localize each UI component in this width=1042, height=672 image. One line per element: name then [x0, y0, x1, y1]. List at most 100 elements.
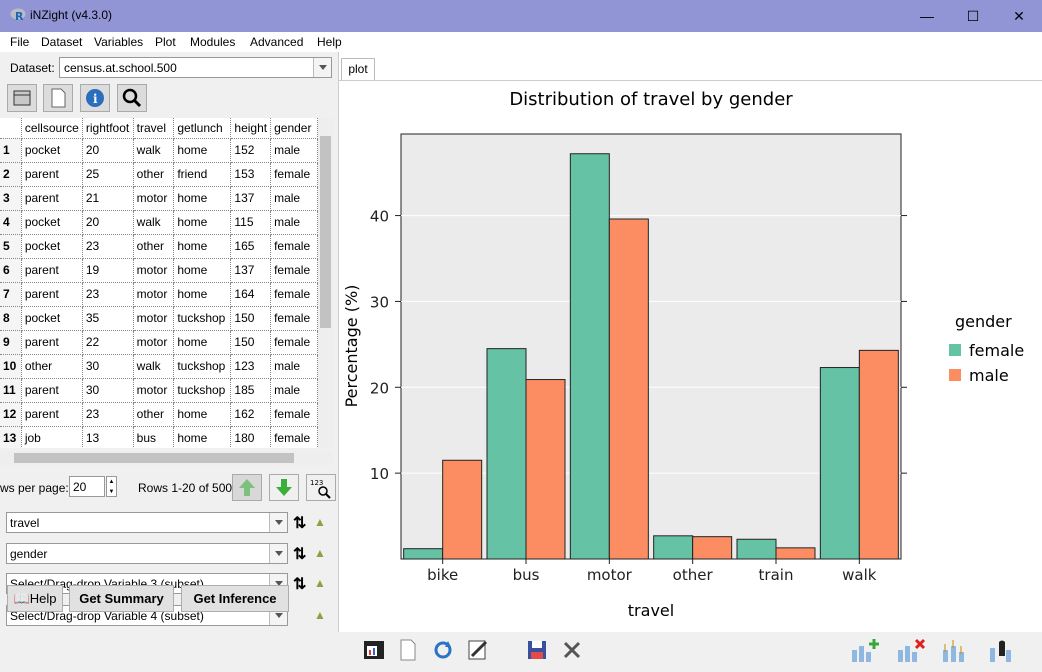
table-cell[interactable]: 180 — [230, 426, 272, 448]
table-cell[interactable]: 23 — [82, 282, 134, 307]
table-cell[interactable]: pocket — [21, 234, 83, 259]
rows-per-page-input[interactable]: 20 — [69, 476, 105, 497]
table-cell[interactable]: 150 — [230, 330, 272, 355]
data-view-button[interactable] — [7, 84, 37, 112]
table-cell[interactable]: 25 — [82, 162, 134, 187]
table-row[interactable]: 8 pocket 35 motor tuckshop 150 female — [0, 306, 318, 331]
close-button[interactable]: ✕ — [1013, 8, 1025, 24]
menu-variables[interactable]: Variables — [94, 35, 144, 49]
table-cell[interactable]: parent — [21, 282, 83, 307]
interactive-plot-icon[interactable] — [988, 638, 1018, 662]
table-cell[interactable]: 21 — [82, 186, 134, 211]
clear-variable-icon[interactable]: ▲ — [314, 515, 326, 529]
table-cell[interactable]: home — [173, 210, 232, 235]
remove-from-plot-icon[interactable] — [896, 638, 926, 662]
get-summary-button[interactable]: Get Summary — [69, 585, 174, 612]
table-cell[interactable]: walk — [133, 354, 175, 379]
table-row[interactable]: 6 parent 19 motor home 137 female — [0, 258, 318, 283]
table-cell[interactable]: tuckshop — [173, 306, 232, 331]
search-button[interactable] — [117, 84, 147, 112]
table-cell[interactable]: other — [133, 162, 175, 187]
minimize-button[interactable]: — — [920, 8, 934, 24]
table-cell[interactable]: male — [270, 210, 318, 235]
column-header[interactable]: cellsource — [21, 118, 83, 139]
table-cell[interactable]: pocket — [21, 306, 83, 331]
table-row[interactable]: 7 parent 23 motor home 164 female — [0, 282, 318, 307]
table-cell[interactable]: motor — [133, 282, 175, 307]
chevron-down-icon[interactable] — [269, 513, 287, 532]
table-cell[interactable]: 30 — [82, 378, 134, 403]
table-row[interactable]: 12 parent 23 other home 162 female — [0, 402, 318, 427]
data-table[interactable]: cellsource rightfoot travel getlunch hei… — [0, 118, 318, 448]
table-cell[interactable]: male — [270, 186, 318, 211]
table-cell[interactable]: home — [173, 138, 232, 163]
chevron-down-icon[interactable] — [269, 544, 287, 563]
table-cell[interactable]: motor — [133, 330, 175, 355]
add-to-plot-icon[interactable] — [850, 638, 880, 662]
table-cell[interactable]: 19 — [82, 258, 134, 283]
variable-view-button[interactable] — [43, 84, 73, 112]
table-cell[interactable]: friend — [173, 162, 232, 187]
table-row[interactable]: 1 pocket 20 walk home 152 male — [0, 138, 318, 163]
edit-plot-icon[interactable] — [466, 638, 490, 662]
vertical-scrollbar[interactable] — [318, 118, 333, 448]
table-cell[interactable]: home — [173, 402, 232, 427]
column-header[interactable]: gender — [270, 118, 318, 139]
swap-icon[interactable]: ⇅ — [293, 546, 307, 563]
table-cell[interactable]: parent — [21, 258, 83, 283]
new-plot-window-icon[interactable] — [362, 638, 386, 662]
table-cell[interactable]: female — [270, 258, 318, 283]
next-page-button[interactable] — [269, 474, 299, 501]
table-cell[interactable]: parent — [21, 162, 83, 187]
table-cell[interactable]: male — [270, 354, 318, 379]
clear-variable-icon[interactable]: ▲ — [314, 576, 326, 590]
info-button[interactable]: i — [80, 84, 110, 112]
table-cell[interactable]: job — [21, 426, 83, 448]
horizontal-scrollbar[interactable] — [0, 451, 333, 465]
table-cell[interactable]: male — [270, 378, 318, 403]
go-to-row-button[interactable]: 123 — [306, 474, 336, 501]
table-cell[interactable]: female — [270, 234, 318, 259]
menu-modules[interactable]: Modules — [190, 35, 236, 49]
menu-help[interactable]: Help — [317, 35, 342, 49]
get-inference-button[interactable]: Get Inference — [181, 585, 289, 612]
swap-icon[interactable]: ⇅ — [293, 576, 307, 593]
table-cell[interactable]: parent — [21, 378, 83, 403]
table-cell[interactable]: pocket — [21, 210, 83, 235]
table-cell[interactable]: parent — [21, 186, 83, 211]
close-plot-icon[interactable] — [560, 638, 584, 662]
prev-page-button[interactable] — [232, 474, 262, 501]
table-row[interactable]: 5 pocket 23 other home 165 female — [0, 234, 318, 259]
table-cell[interactable]: 162 — [230, 402, 272, 427]
table-cell[interactable]: female — [270, 426, 318, 448]
variable-1-select[interactable]: travel — [6, 512, 288, 533]
column-header[interactable]: height — [230, 118, 272, 139]
table-cell[interactable]: motor — [133, 186, 175, 211]
table-cell[interactable]: home — [173, 330, 232, 355]
rows-per-page-stepper[interactable]: ▲ ▼ — [106, 476, 117, 497]
chevron-down-icon[interactable] — [313, 58, 331, 77]
scroll-thumb[interactable] — [14, 453, 294, 463]
variable-2-select[interactable]: gender — [6, 543, 288, 564]
table-cell[interactable]: 20 — [82, 138, 134, 163]
table-cell[interactable]: 165 — [230, 234, 272, 259]
column-header[interactable]: rightfoot — [82, 118, 134, 139]
clear-variable-icon[interactable]: ▲ — [314, 546, 326, 560]
help-button[interactable]: 📖Help — [7, 585, 63, 612]
table-cell[interactable]: 115 — [230, 210, 272, 235]
menu-plot[interactable]: Plot — [155, 35, 176, 49]
menu-file[interactable]: File — [10, 35, 30, 49]
table-cell[interactable]: 123 — [230, 354, 272, 379]
column-header[interactable]: travel — [133, 118, 175, 139]
table-cell[interactable]: 23 — [82, 234, 134, 259]
table-cell[interactable]: home — [173, 258, 232, 283]
table-cell[interactable]: female — [270, 330, 318, 355]
table-cell[interactable]: walk — [133, 210, 175, 235]
table-cell[interactable]: female — [270, 402, 318, 427]
table-row[interactable]: 9 parent 22 motor home 150 female — [0, 330, 318, 355]
table-cell[interactable]: 13 — [82, 426, 134, 448]
table-cell[interactable]: 185 — [230, 378, 272, 403]
table-cell[interactable]: 23 — [82, 402, 134, 427]
scroll-thumb[interactable] — [320, 136, 331, 328]
table-cell[interactable]: other — [133, 402, 175, 427]
